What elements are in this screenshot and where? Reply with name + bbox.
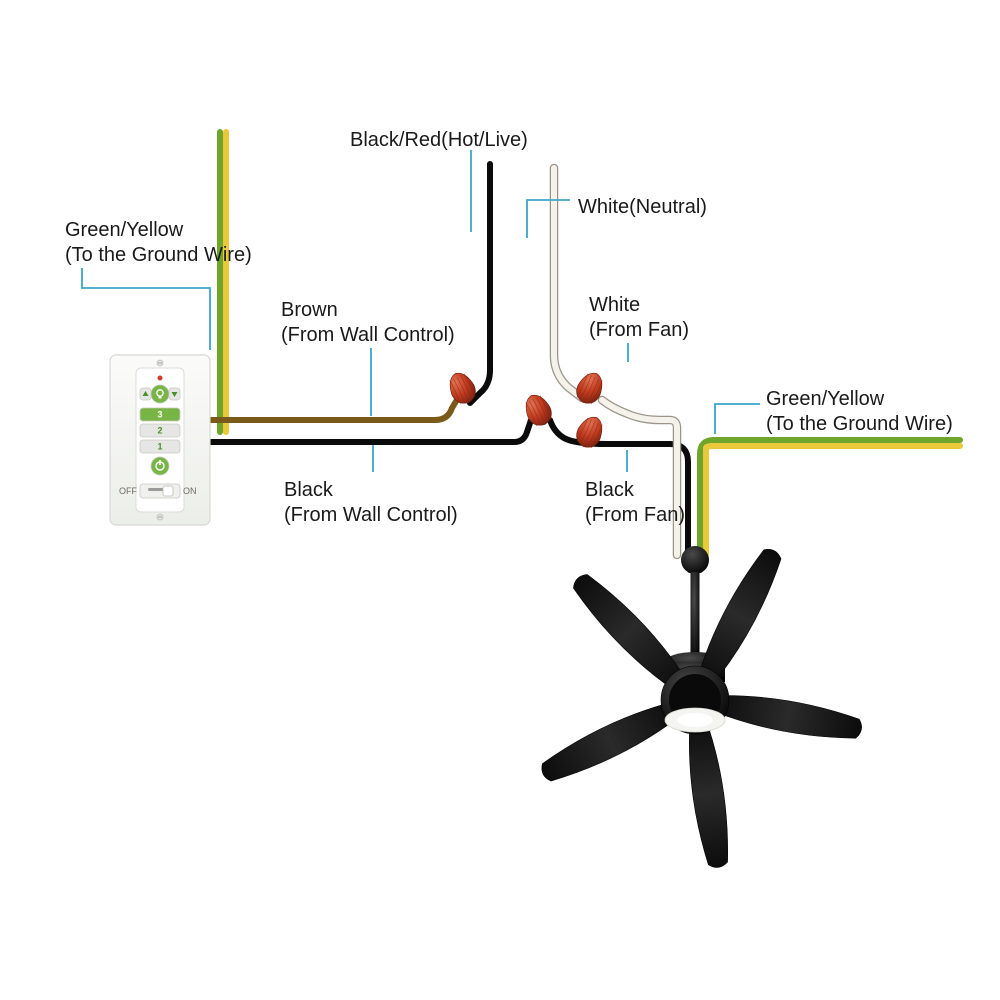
control-button[interactable] <box>151 385 169 403</box>
fan-blade <box>712 688 864 744</box>
label-hot-live: Black/Red(Hot/Live) <box>350 128 528 153</box>
label-ground-left: Green/Yellow (To the Ground Wire) <box>65 218 252 268</box>
callout-ground_right <box>715 404 760 434</box>
off-label: OFF <box>119 486 137 496</box>
callout-ground_left <box>82 268 210 350</box>
brown-ctrl <box>195 398 458 420</box>
label-white-neutral: White(Neutral) <box>578 195 707 220</box>
fan-downrod <box>691 572 700 662</box>
control-button[interactable] <box>151 457 169 475</box>
ceiling-fan <box>536 544 864 870</box>
black-ctrl <box>195 420 531 442</box>
label-ground-right: Green/Yellow (To the Ground Wire) <box>766 387 953 437</box>
label-brown-ctrl: Brown (From Wall Control) <box>281 298 455 348</box>
wall-control: 3 2 1 OFF ON <box>110 355 210 525</box>
label-black-ctrl: Black (From Wall Control) <box>284 478 458 528</box>
label-black-fan: Black (From Fan) <box>585 478 685 528</box>
ground-right-yellow <box>706 446 960 555</box>
svg-text:1: 1 <box>157 442 162 452</box>
svg-text:2: 2 <box>157 426 162 436</box>
on-label: ON <box>183 486 197 496</box>
label-white-fan: White (From Fan) <box>589 293 689 343</box>
status-led <box>158 376 163 381</box>
ground-right-green <box>700 440 960 555</box>
fan-blade <box>536 695 683 788</box>
fan-blade <box>683 718 734 870</box>
callout-white_neutral <box>527 200 570 238</box>
svg-text:3: 3 <box>157 410 162 420</box>
black-hot <box>470 164 490 403</box>
